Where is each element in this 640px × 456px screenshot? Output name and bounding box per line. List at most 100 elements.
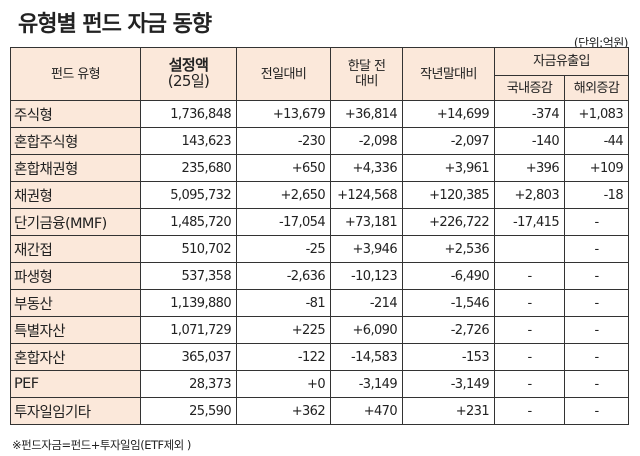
value-cell: +2,650	[236, 181, 331, 209]
table-row: 부동산 1,139,880 -81 -214 -1,546- -	[10, 289, 629, 317]
value-cell: -140	[494, 127, 565, 155]
value-cell: -374	[494, 100, 565, 128]
header-domestic: 국내증감	[494, 75, 565, 101]
fund-type-cell: 혼합채권형	[10, 154, 141, 182]
table-row: 혼합자산 365,037 -122 -14,583 -153- -	[10, 343, 629, 371]
table-row: 파생형 537,358 -2,636 -10,123 -6,490- -	[10, 262, 629, 290]
fund-type-cell: 파생형	[10, 262, 141, 290]
fund-type-cell: 혼합자산	[10, 343, 141, 371]
value-cell: -17,415	[494, 208, 565, 236]
value-cell: -	[494, 397, 565, 425]
value-cell: -17,054	[236, 208, 331, 236]
page-title: 유형별 펀드 자금 동향	[18, 12, 212, 37]
value-cell: -	[494, 343, 565, 371]
value-cell: -	[564, 235, 629, 263]
value-cell: -	[564, 208, 629, 236]
fund-type-cell: 채권형	[10, 181, 141, 209]
fund-type-cell: PEF	[10, 370, 141, 398]
value-cell: 28,373	[140, 370, 237, 398]
value-cell: +226,722	[402, 208, 495, 236]
table-row: 재간접 510,702 -25 +3,946 +2,536 -	[10, 235, 629, 263]
value-cell: -3,149	[330, 370, 403, 398]
value-cell: -18	[564, 181, 629, 209]
value-cell: -14,583	[330, 343, 403, 371]
value-cell: -230	[236, 127, 331, 155]
value-cell: +73,181	[330, 208, 403, 236]
value-cell: +1,083	[564, 100, 629, 128]
value-cell: 5,095,732	[140, 181, 237, 209]
fund-type-cell: 투자일임기타	[10, 397, 141, 425]
value-cell: 235,680	[140, 154, 237, 182]
value-cell: +0	[236, 370, 331, 398]
unit-label: (단위:억원)	[573, 36, 629, 50]
value-cell: 25,590	[140, 397, 237, 425]
table-row: 단기금융(MMF) 1,485,720 -17,054 +73,181 +226,722…	[10, 208, 629, 236]
fund-type-cell: 혼합주식형	[10, 127, 141, 155]
value-cell: -	[564, 370, 629, 398]
value-cell: -	[494, 262, 565, 290]
table-row: 주식형 1,736,848 +13,679 +36,814 +14,699 -374 +1,…	[10, 100, 629, 128]
header-amount: 설정액 (25일)	[140, 47, 237, 101]
value-cell: -	[494, 289, 565, 317]
value-cell: +470	[330, 397, 403, 425]
header-type: 펀드 유형	[10, 47, 141, 101]
value-cell: -	[494, 370, 565, 398]
value-cell: +109	[564, 154, 629, 182]
value-cell: +231	[402, 397, 495, 425]
fund-type-cell: 특별자산	[10, 316, 141, 344]
value-cell: +225	[236, 316, 331, 344]
table-row: PEF 28,373 +0 -3,149 -3,149- -	[10, 370, 629, 398]
value-cell: 143,623	[140, 127, 237, 155]
header-month-line2: 대비	[355, 74, 378, 89]
value-cell: +2,803	[494, 181, 565, 209]
table-row: 채권형 5,095,732 +2,650 +124,568 +120,385 +2,803…	[10, 181, 629, 209]
header-overseas: 해외증감	[564, 75, 629, 101]
value-cell: -122	[236, 343, 331, 371]
fund-type-cell: 부동산	[10, 289, 141, 317]
value-cell: +13,679	[236, 100, 331, 128]
value-cell: -81	[236, 289, 331, 317]
value-cell: -2,636	[236, 262, 331, 290]
value-cell: +120,385	[402, 181, 495, 209]
value-cell: +124,568	[330, 181, 403, 209]
value-cell: -6,490	[402, 262, 495, 290]
value-cell: -2,098	[330, 127, 403, 155]
value-cell: 365,037	[140, 343, 237, 371]
value-cell: -153	[402, 343, 495, 371]
value-cell: -10,123	[330, 262, 403, 290]
value-cell: +650	[236, 154, 331, 182]
header-amount-date: (25일)	[167, 72, 210, 90]
value-cell: 1,139,880	[140, 289, 237, 317]
value-cell: +396	[494, 154, 565, 182]
value-cell: 510,702	[140, 235, 237, 263]
value-cell: -25	[236, 235, 331, 263]
value-cell: 1,485,720	[140, 208, 237, 236]
fund-flow-table: 펀드 유형 설정액 (25일) 전일대비 한달 전 대비 작년말대비 자금유출입 국…	[10, 47, 629, 425]
value-cell: +6,090	[330, 316, 403, 344]
value-cell: -1,546	[402, 289, 495, 317]
header-month: 한달 전 대비	[330, 47, 403, 101]
value-cell: +3,961	[402, 154, 495, 182]
value-cell: -	[564, 316, 629, 344]
value-cell: +2,536	[402, 235, 495, 263]
value-cell: -3,149	[402, 370, 495, 398]
value-cell: -	[564, 289, 629, 317]
value-cell: -2,726	[402, 316, 495, 344]
value-cell: 1,071,729	[140, 316, 237, 344]
header-flow: 자금유출입	[494, 47, 629, 76]
footnote: ※펀드자금=펀드+투자일임(ETF제외 )	[12, 438, 191, 452]
table-row: 혼합주식형 143,623 -230 -2,098 -2,097 -140 -44	[10, 127, 629, 155]
value-cell: -44	[564, 127, 629, 155]
value-cell: -	[494, 316, 565, 344]
header-amount-label: 설정액	[168, 56, 209, 74]
value-cell: 537,358	[140, 262, 237, 290]
header-year-end: 작년말대비	[402, 47, 495, 101]
header-prev-day: 전일대비	[236, 47, 331, 101]
table-row: 투자일임기타 25,590 +362 +470 +231- -	[10, 397, 629, 425]
value-cell: 1,736,848	[140, 100, 237, 128]
table-row: 혼합채권형 235,680 +650 +4,336 +3,961 +396 +109	[10, 154, 629, 182]
table-row: 특별자산 1,071,729 +225 +6,090 -2,726- -	[10, 316, 629, 344]
value-cell: -214	[330, 289, 403, 317]
value-cell: +362	[236, 397, 331, 425]
fund-type-cell: 주식형	[10, 100, 141, 128]
